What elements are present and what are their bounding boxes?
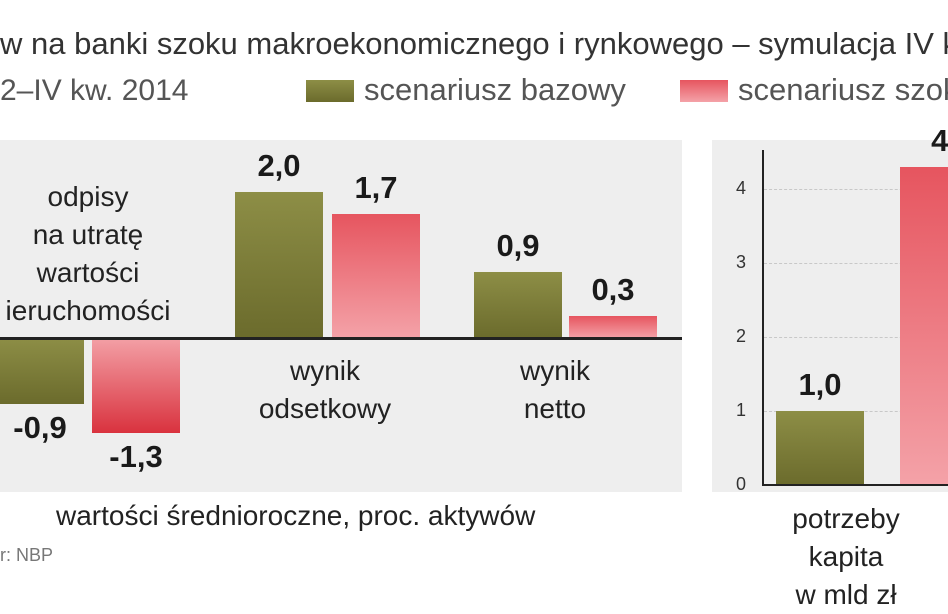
bar-value-label-szok-2: 0,3 (591, 272, 635, 308)
chart-title: w na banki szoku makroekonomicznego i ry… (0, 26, 948, 61)
bar-szok-0 (92, 338, 180, 433)
units-note: wartości średnioroczne, proc. aktywów (56, 500, 536, 531)
source-note: r: NBP (0, 545, 54, 565)
gridline-4 (764, 189, 948, 190)
category-label-odpisy: odpisy na utratę wartości ieruchomości (5, 181, 171, 326)
y-tick-label-0: 0 (736, 474, 747, 494)
right-bar-szok (900, 166, 948, 485)
category-label-wynik-netto: wynik netto (519, 355, 591, 424)
legend-swatch-bazowy (306, 80, 354, 102)
bar-szok-2 (569, 316, 657, 338)
bar-bazowy-0 (0, 338, 84, 404)
y-tick-label-4: 4 (736, 178, 747, 198)
category-label-potrzeby: potrzeby kapita w mld zł (792, 503, 900, 610)
right-bar-bazowy (776, 411, 864, 485)
legend-label-bazowy: scenariusz bazowy (364, 72, 626, 107)
chart-subtitle: 2–IV kw. 2014 (0, 74, 189, 107)
legend-label-szok: scenariusz szok (738, 72, 948, 107)
category-label-wynik-odsetkowy: wynik odsetkowy (258, 355, 392, 424)
right-bar-value-label-szok: 4, (931, 122, 948, 158)
bar-value-label-bazowy-1: 2,0 (257, 148, 301, 183)
y-tick-label-3: 3 (736, 252, 747, 272)
bar-value-label-szok-1: 1,7 (354, 169, 398, 205)
zero-axis-line (0, 337, 682, 340)
legend-swatch-szok (680, 80, 728, 102)
bar-bazowy-1 (235, 192, 323, 338)
bar-value-label-bazowy-2: 0,9 (496, 228, 540, 264)
bar-bazowy-2 (474, 272, 562, 338)
y-axis-line (762, 150, 764, 486)
right-bar-value-label-bazowy: 1,0 (798, 367, 842, 402)
y-tick-label-2: 2 (736, 326, 747, 346)
bar-value-label-bazowy-0: -0,9 (13, 409, 67, 445)
bar-szok-1 (332, 213, 420, 338)
gridline-2 (764, 337, 948, 338)
bar-value-label-szok-0: -1,3 (109, 438, 163, 474)
gridline-3 (764, 263, 948, 264)
y-tick-label-1: 1 (736, 400, 747, 420)
x-axis-line (762, 484, 948, 486)
